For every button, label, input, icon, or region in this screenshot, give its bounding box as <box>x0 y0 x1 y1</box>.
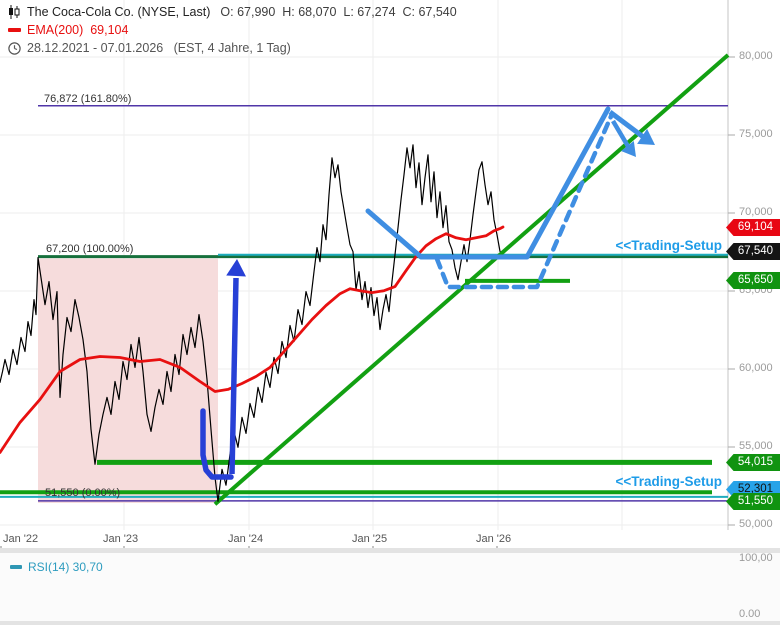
setup-path-dashed <box>434 111 615 290</box>
breakout-arrow-head <box>226 259 246 277</box>
fib-label-1618: 76,872 (161.80%) <box>44 93 132 105</box>
price-tag-ema: 69,104 <box>726 219 780 236</box>
rsi-panel-background <box>0 553 780 621</box>
x-axis-label-jan24: Jan '24 <box>228 533 264 545</box>
x-axis-label-jan25: Jan '25 <box>352 533 388 545</box>
x-axis-label-jan22: Jan '22 <box>3 533 39 545</box>
price-series <box>0 144 501 502</box>
header-symbol-row: The Coca-Cola Co. (NYSE, Last) O: 67,990… <box>8 5 457 19</box>
y-axis-label-70000: 70,000 <box>739 206 773 218</box>
symbol-title: The Coca-Cola Co. (NYSE, Last) <box>27 5 211 19</box>
price-tag-51550: 51,550 <box>726 493 780 510</box>
ema-line <box>0 225 505 454</box>
panel-divider <box>0 548 780 553</box>
x-axis-label-jan26: Jan '26 <box>476 533 512 545</box>
fib-label-0: 51,550 (0.00%) <box>45 487 121 499</box>
ema-label: EMA(200) 69,104 <box>27 23 129 37</box>
y-axis-label-60000: 60,000 <box>739 362 773 374</box>
highlight-zone <box>38 258 218 503</box>
price-tag-65650: 65,650 <box>726 272 780 289</box>
rsi-axis-label-100: 100,00 <box>739 552 773 564</box>
fib-label-100: 67,200 (100.00%) <box>46 243 134 255</box>
pullback-arrow-dashed-head <box>621 141 636 157</box>
pullback-arrow-solid-head <box>637 128 655 145</box>
ohlc-values: O: 67,990 H: 68,070 L: 67,274 C: 67,540 <box>220 5 457 19</box>
price-tag-54015: 54,015 <box>726 454 780 471</box>
trading-setup-label-upper: <<Trading-Setup <box>615 238 722 253</box>
ema-legend-icon <box>8 28 21 32</box>
trading-setup-label-lower: <<Trading-Setup <box>615 474 722 489</box>
setup-path-solid <box>365 106 611 260</box>
rsi-legend: RSI(14) 30,70 <box>10 560 103 574</box>
x-axis-label-jan23: Jan '23 <box>103 533 139 545</box>
y-axis-label-75000: 75,000 <box>739 128 773 140</box>
bottom-divider <box>0 621 780 625</box>
trendline <box>213 53 730 506</box>
header-range-row: 28.12.2021 - 07.01.2026 (EST, 4 Jahre, 1… <box>8 41 291 55</box>
candlestick-icon <box>9 5 20 19</box>
y-axis-label-80000: 80,000 <box>739 50 773 62</box>
projection-hook <box>200 408 234 480</box>
y-axis-label-55000: 55,000 <box>739 440 773 452</box>
rsi-legend-icon <box>10 565 22 569</box>
pullback-arrow-dashed-shaft <box>611 119 631 150</box>
pullback-arrow-solid-shaft <box>608 110 648 141</box>
price-tag-last: 67,540 <box>726 243 780 260</box>
date-range-label: 28.12.2021 - 07.01.2026 (EST, 4 Jahre, 1… <box>27 41 291 55</box>
clock-icon <box>8 41 21 55</box>
rsi-axis-label-0: 0.00 <box>739 608 761 620</box>
header-ema-row: EMA(200) 69,104 <box>8 23 128 37</box>
y-axis-label-50000: 50,000 <box>739 518 773 530</box>
breakout-arrow-shaft <box>229 277 239 475</box>
rsi-title-label: RSI(14) 30,70 <box>28 560 103 574</box>
